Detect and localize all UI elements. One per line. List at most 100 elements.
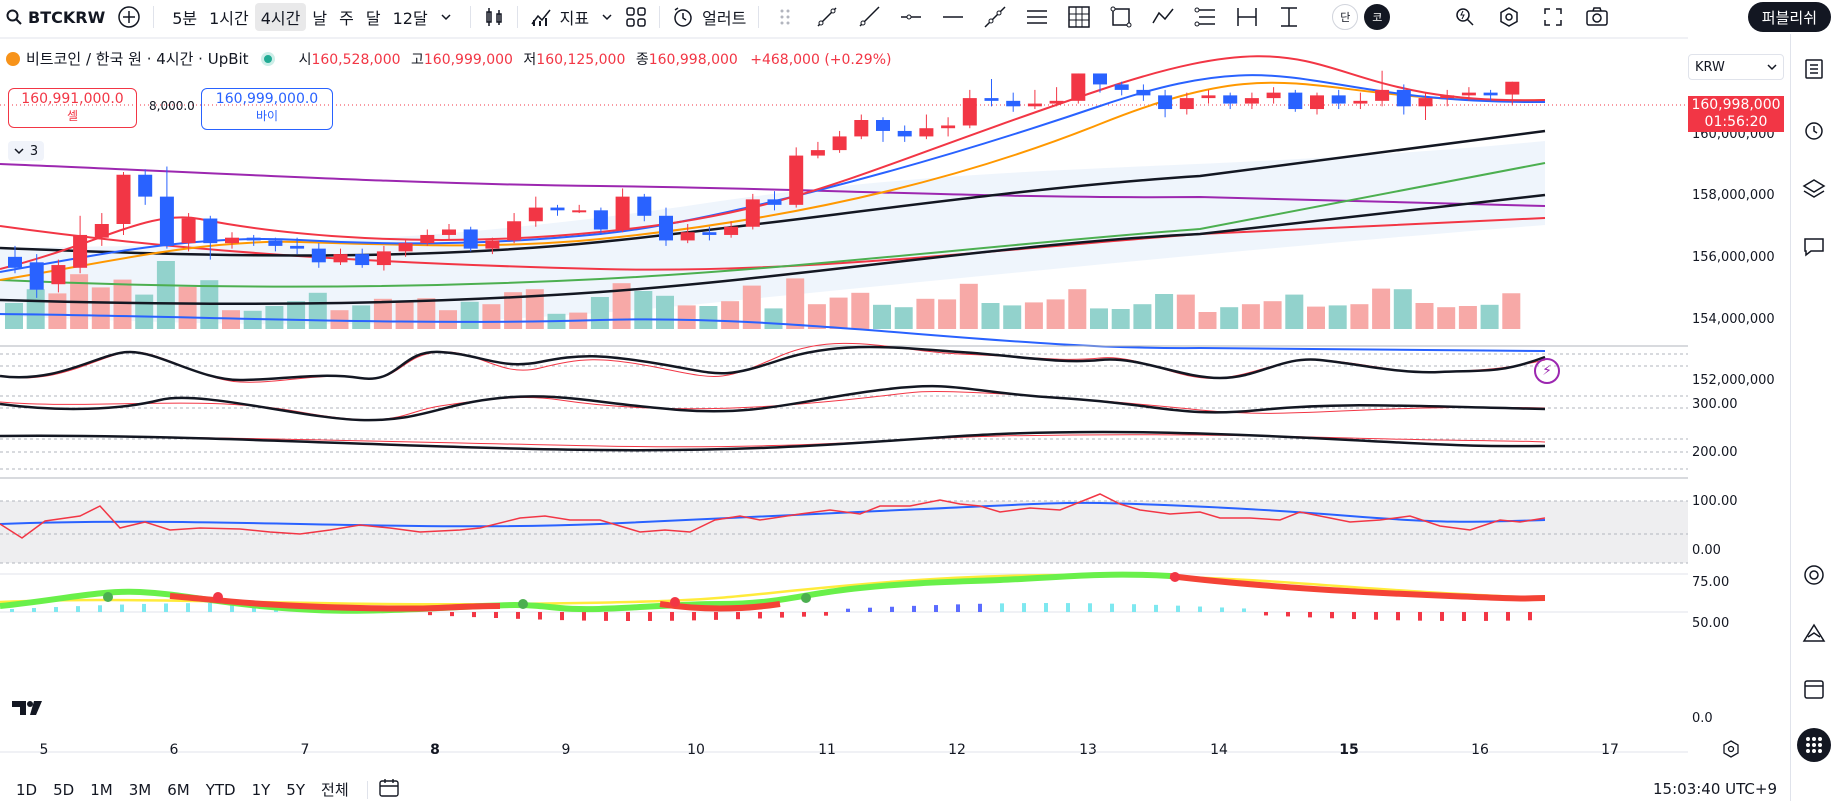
goto-date-button[interactable] — [378, 778, 400, 801]
ray-icon[interactable] — [855, 3, 883, 31]
calendar-icon[interactable] — [1799, 674, 1829, 704]
candle-body — [572, 210, 587, 213]
fib-levels-icon[interactable] — [1191, 3, 1219, 31]
horizontal-ray-icon[interactable] — [897, 3, 925, 31]
trend-line-icon[interactable] — [813, 3, 841, 31]
price-range-icon[interactable] — [1275, 3, 1303, 31]
macd-hist-bar — [890, 606, 894, 612]
horizontal-line-icon[interactable] — [939, 3, 967, 31]
ohlc-values: 시160,528,000 고160,999,000 저160,125,000 종… — [293, 49, 892, 69]
interval-1d[interactable]: 날 — [312, 9, 328, 28]
range-1d[interactable]: 1D — [16, 780, 38, 799]
indicators-collapse-button[interactable]: 3 — [8, 141, 44, 161]
extended-line-icon[interactable] — [981, 3, 1009, 31]
sell-button[interactable]: 160,991,000.0 셀 — [8, 88, 137, 128]
date-range-icon[interactable] — [1233, 3, 1261, 31]
candle-body — [1158, 95, 1173, 110]
layouts-button[interactable] — [619, 0, 653, 34]
macd-hist-bar — [1066, 603, 1070, 612]
layers-icon[interactable] — [1799, 174, 1829, 204]
apps-grid-icon[interactable] — [1797, 728, 1831, 762]
price-axis-label: 156,000,000 — [1692, 250, 1775, 265]
range-all[interactable]: 전체 — [321, 781, 349, 799]
candle-body — [116, 174, 131, 224]
fullscreen-icon[interactable] — [1539, 3, 1567, 31]
macd-hist-bar — [516, 612, 520, 619]
macd-hist-bar — [1330, 612, 1334, 619]
alert-button[interactable]: 얼러트 — [666, 0, 752, 34]
ema-red-line — [0, 55, 1546, 270]
compare-button[interactable] — [111, 0, 147, 34]
watchlist-icon[interactable] — [1799, 54, 1829, 84]
lang-simple-button[interactable]: 단 — [1332, 4, 1359, 30]
range-5y[interactable]: 5Y — [286, 780, 306, 799]
volume-bar — [959, 283, 978, 329]
volume-bar — [265, 306, 284, 329]
interval-1w[interactable]: 주 — [339, 9, 354, 28]
rectangle-icon[interactable] — [1107, 3, 1135, 31]
tradingview-logo[interactable] — [12, 698, 48, 723]
macd-hist-bar — [1352, 612, 1356, 620]
candles-icon — [485, 8, 502, 26]
chat-icon[interactable] — [1799, 232, 1829, 262]
alarm-clock-icon — [674, 7, 692, 27]
market-status-icon[interactable] — [260, 51, 275, 66]
polyline-icon[interactable] — [1149, 3, 1177, 31]
buy-button[interactable]: 160,999,000.0 바이 — [201, 88, 333, 130]
macd-hist-bar — [956, 604, 960, 612]
range-6m[interactable]: 6M — [167, 780, 190, 799]
volume-bar — [91, 287, 110, 329]
settings-icon[interactable] — [1495, 3, 1523, 31]
close-key: 종 — [635, 51, 649, 68]
macd-hist-bar — [1440, 612, 1444, 621]
volume-bar — [612, 283, 631, 329]
quick-search-icon[interactable] — [1451, 3, 1479, 31]
high-key: 고 — [410, 51, 424, 68]
chart-type-button[interactable] — [477, 0, 511, 34]
alerts-clock-icon[interactable] — [1799, 115, 1829, 145]
macd-hist-bar — [1484, 612, 1488, 621]
range-5d[interactable]: 5D — [53, 780, 75, 799]
symbol-search[interactable]: BTCKRW — [0, 0, 111, 34]
macd-hist-bar — [1110, 603, 1114, 612]
parallel-channel-icon[interactable] — [1023, 3, 1051, 31]
lightning-icon[interactable]: ⚡ — [1534, 358, 1560, 384]
chart-canvas[interactable] — [0, 34, 1688, 794]
macd-hist-bar — [1462, 612, 1466, 621]
range-ytd[interactable]: YTD — [205, 780, 236, 799]
drag-handle-icon[interactable] — [771, 3, 799, 31]
currency-select[interactable]: KRW — [1688, 54, 1784, 80]
buy-label: 바이 — [255, 109, 279, 123]
osc-axis-label: 0.00 — [1692, 543, 1721, 558]
publish-button[interactable]: 퍼블리쉬 — [1747, 2, 1831, 32]
price-axis-label: 158,000,000 — [1692, 188, 1775, 203]
interval-dropdown[interactable] — [434, 6, 458, 29]
lang-coin-button[interactable]: 코 — [1364, 4, 1391, 30]
bitcoin-icon — [6, 51, 20, 66]
ideas-icon[interactable] — [1799, 618, 1829, 648]
timezone-clock[interactable]: 15:03:40 UTC+9 — [1653, 780, 1777, 798]
camera-icon[interactable] — [1583, 3, 1611, 31]
gann-grid-icon[interactable] — [1065, 3, 1093, 31]
interval-12mo[interactable]: 12달 — [392, 9, 428, 28]
osc3-main-line — [0, 430, 1546, 452]
open-value: 160,528,000 — [311, 51, 401, 68]
candle-body — [290, 245, 305, 249]
interval-5m[interactable]: 5분 — [172, 9, 198, 28]
macd-hist-bar — [692, 612, 696, 621]
ema-green-line — [0, 162, 1546, 288]
indicators-dropdown[interactable] — [595, 0, 619, 34]
interval-4h[interactable]: 4시간 — [254, 3, 307, 31]
macd-hist-bar — [626, 612, 630, 621]
candle-body — [593, 210, 608, 230]
range-1m[interactable]: 1M — [90, 780, 113, 799]
candle-body — [1310, 95, 1324, 110]
interval-1h[interactable]: 1시간 — [209, 9, 249, 28]
volume-bar — [1176, 294, 1195, 329]
target-icon[interactable] — [1799, 560, 1829, 590]
range-3m[interactable]: 3M — [128, 780, 152, 799]
interval-1mo[interactable]: 달 — [365, 9, 381, 28]
axis-settings-button[interactable] — [1722, 740, 1740, 762]
range-1y[interactable]: 1Y — [251, 780, 271, 799]
indicators-button[interactable]: 지표 — [524, 0, 595, 34]
